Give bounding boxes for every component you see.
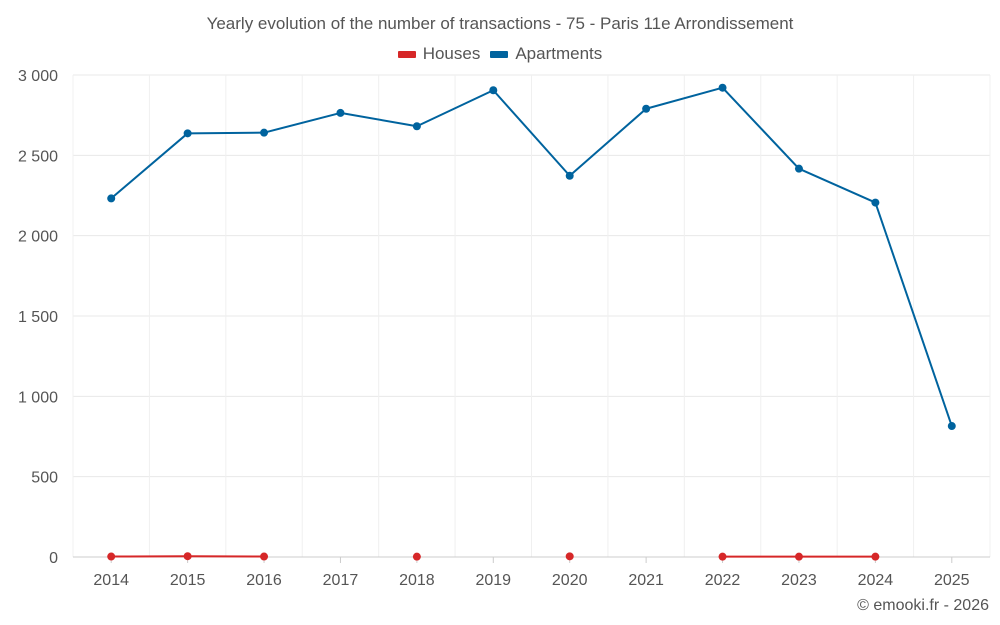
credit-text: © emooki.fr - 2026	[857, 597, 989, 615]
data-point-houses	[795, 553, 803, 561]
data-point-apartments	[336, 109, 344, 117]
data-point-apartments	[871, 199, 879, 207]
data-point-houses	[871, 553, 879, 561]
x-tick-label: 2019	[475, 572, 511, 589]
data-point-apartments	[566, 172, 574, 180]
data-point-houses	[107, 553, 115, 561]
data-point-apartments	[719, 84, 727, 92]
x-tick-label: 2023	[781, 572, 817, 589]
chart-plot: 0 500 1 000 1 500 2 000 2 500 3 000 2014 2015 201…	[0, 0, 1000, 625]
data-point-apartments	[948, 422, 956, 430]
data-point-houses	[719, 553, 727, 561]
x-tick-label: 2022	[705, 572, 741, 589]
data-point-apartments	[489, 86, 497, 94]
x-tick-label: 2016	[246, 572, 282, 589]
x-tick-label: 2018	[399, 572, 435, 589]
x-tick-label: 2021	[628, 572, 664, 589]
data-point-apartments	[413, 122, 421, 130]
data-point-apartments	[795, 165, 803, 173]
y-tick-label: 2 000	[18, 229, 58, 246]
x-tick-label: 2020	[552, 572, 588, 589]
y-tick-label: 3 000	[18, 68, 58, 85]
x-tick-label: 2014	[93, 572, 129, 589]
data-point-houses	[566, 552, 574, 560]
y-tick-label: 0	[49, 550, 58, 567]
x-tick-label: 2025	[934, 572, 970, 589]
x-tick-label: 2017	[323, 572, 359, 589]
data-point-apartments	[184, 129, 192, 137]
data-point-houses	[260, 553, 268, 561]
y-tick-label: 500	[31, 470, 58, 487]
x-tick-label: 2015	[170, 572, 206, 589]
data-point-houses	[184, 552, 192, 560]
data-point-apartments	[642, 105, 650, 113]
y-tick-label: 1 500	[18, 309, 58, 326]
grid-layer	[73, 75, 990, 557]
axis-layer: 0 500 1 000 1 500 2 000 2 500 3 000 2014 2015 201…	[18, 68, 990, 589]
x-tick-label: 2024	[858, 572, 894, 589]
data-point-apartments	[260, 129, 268, 137]
data-point-apartments	[107, 194, 115, 202]
y-tick-label: 2 500	[18, 148, 58, 165]
data-point-houses	[413, 553, 421, 561]
y-tick-label: 1 000	[18, 389, 58, 406]
